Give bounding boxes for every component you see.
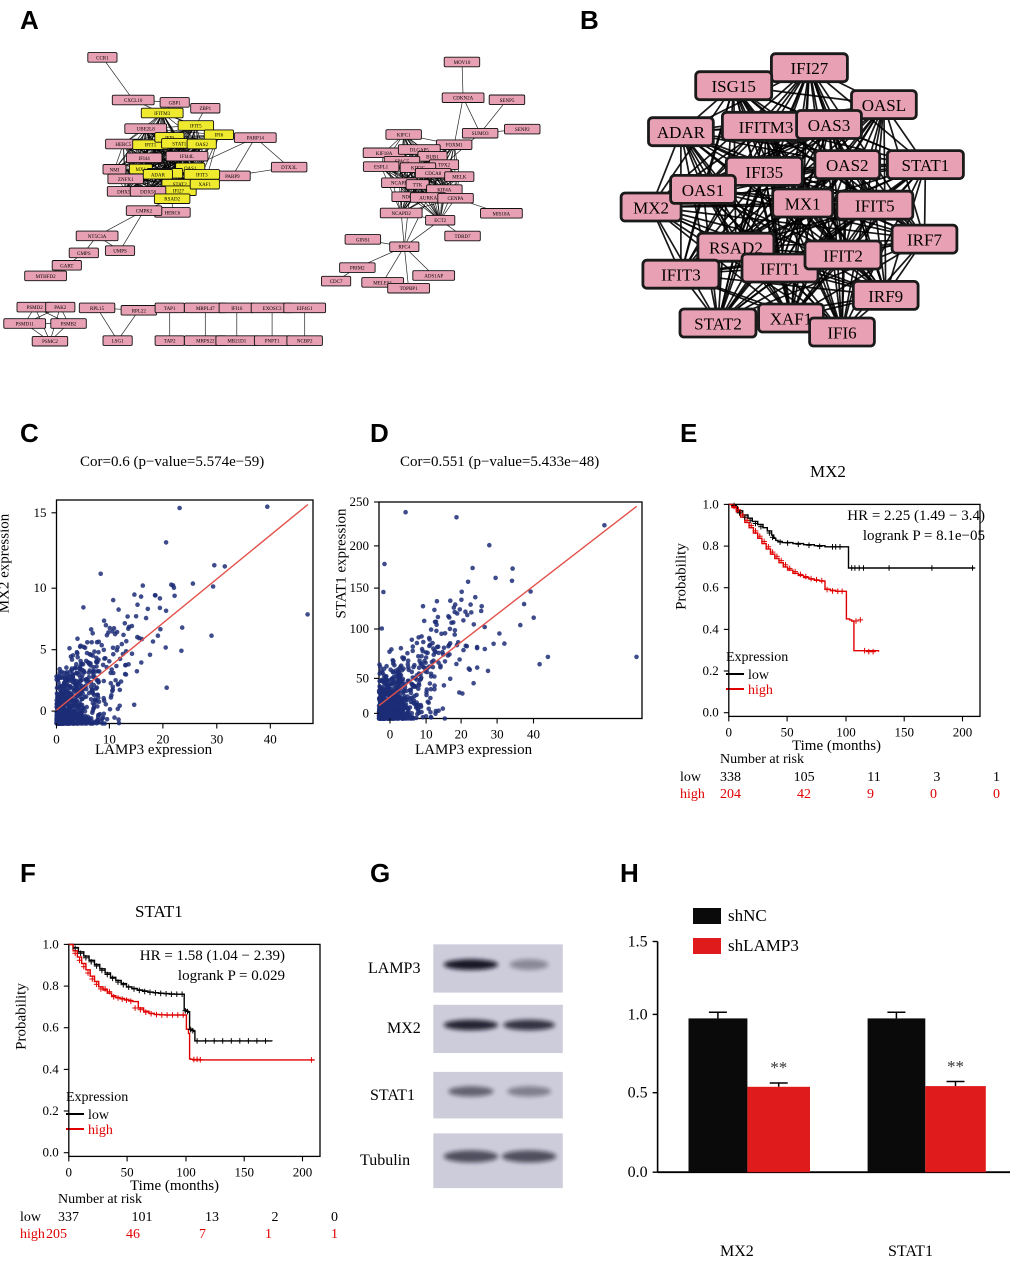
svg-text:0.4: 0.4 (43, 1061, 60, 1076)
svg-text:**: ** (947, 1057, 964, 1076)
svg-text:1.0: 1.0 (628, 1006, 648, 1023)
svg-text:0: 0 (66, 1164, 73, 1179)
svg-text:100: 100 (176, 1164, 196, 1179)
svg-text:1.0: 1.0 (43, 936, 59, 951)
svg-text:0.2: 0.2 (43, 1103, 59, 1118)
svg-text:0.0: 0.0 (628, 1164, 648, 1181)
svg-text:1.5: 1.5 (628, 934, 648, 951)
svg-text:0.0: 0.0 (43, 1145, 59, 1160)
svg-text:50: 50 (121, 1164, 134, 1179)
svg-text:200: 200 (293, 1164, 313, 1179)
svg-text:0.8: 0.8 (43, 978, 59, 993)
svg-text:150: 150 (234, 1164, 254, 1179)
svg-text:0.5: 0.5 (628, 1085, 648, 1102)
svg-text:**: ** (770, 1058, 787, 1077)
svg-text:0.6: 0.6 (43, 1020, 60, 1035)
